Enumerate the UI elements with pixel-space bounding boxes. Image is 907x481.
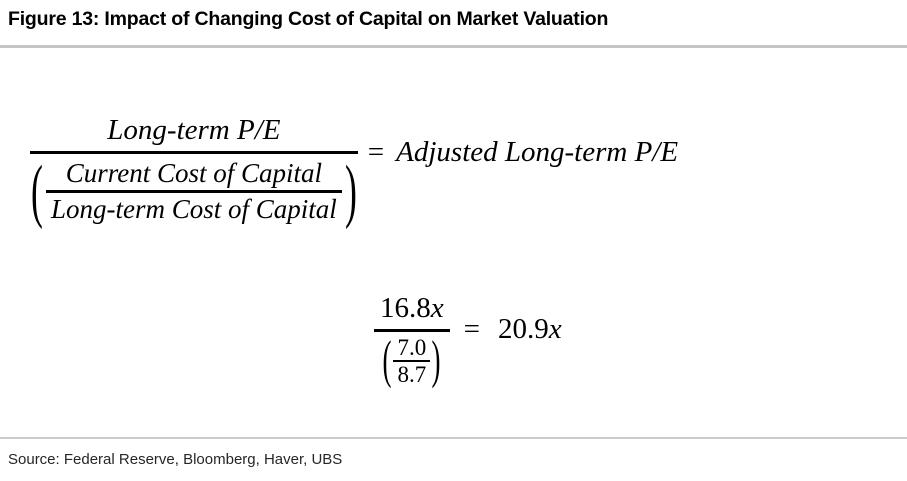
source-divider [0,437,907,439]
example-fraction-bar [374,329,450,332]
figure-title: Figure 13: Impact of Changing Cost of Ca… [8,8,609,30]
example-equals-sign: = [463,313,480,345]
formula-result: = Adjusted Long-term P/E [368,134,678,170]
equals-sign: = [367,136,385,168]
example-open-paren: ( [382,331,392,389]
inner-denominator: Long-term Cost of Capital [51,194,337,224]
example-denominator: ( 7.0 8.7 ) [382,332,441,387]
open-paren: ( [31,152,43,231]
fraction-bar [30,151,358,154]
example-inner-numerator: 7.0 [397,335,427,360]
result-text: Adjusted Long-term P/E [396,136,679,168]
example-inner-fraction-bar [393,360,431,362]
example-fraction: 16.8x ( 7.0 8.7 ) [374,291,450,387]
fraction-denominator: ( Current Cost of Capital Long-term Cost… [30,152,358,231]
example-result-unit: x [548,313,562,345]
formula-example: 16.8x ( 7.0 8.7 ) = 20.9x [374,291,562,387]
main-fraction: Long-term P/E ( Current Cost of Capital … [28,110,360,231]
inner-fraction: Current Cost of Capital Long-term Cost o… [46,157,342,226]
example-result-text: 20.9x [498,311,562,347]
title-divider [0,45,907,48]
example-numerator-value: 16.8 [380,292,431,324]
formula-definition: Long-term P/E ( Current Cost of Capital … [28,110,678,231]
example-numerator-unit: x [430,292,444,324]
example-inner-fraction: 7.0 8.7 [393,335,431,387]
close-paren: ) [344,152,357,231]
example-inner-denominator: 8.7 [397,362,427,387]
example-numerator: 16.8x [374,291,450,329]
example-result: = 20.9x [464,311,562,347]
inner-fraction-bar [46,190,342,193]
fraction-numerator: Long-term P/E [107,114,281,146]
example-close-paren: ) [431,331,441,389]
source-text: Source: Federal Reserve, Bloomberg, Have… [8,451,343,468]
inner-numerator: Current Cost of Capital [65,158,323,188]
example-result-value: 20.9 [497,313,549,345]
